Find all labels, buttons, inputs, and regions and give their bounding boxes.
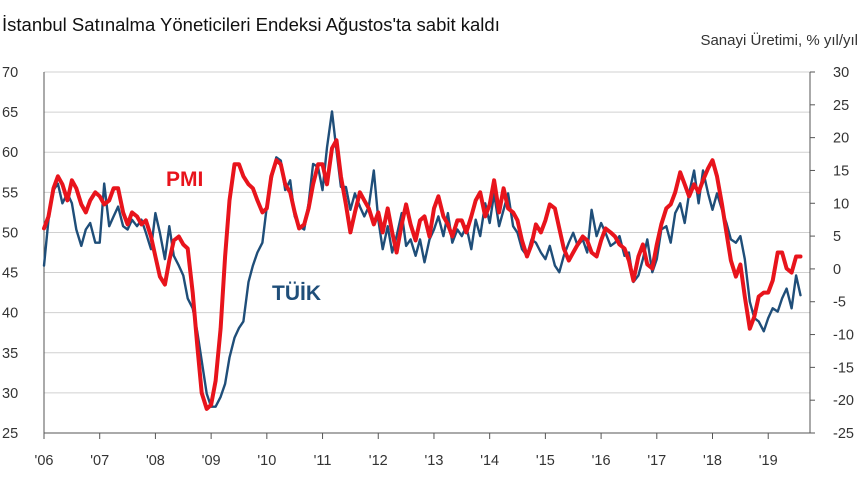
right-tick-10: 10 bbox=[833, 196, 849, 212]
x-tick-6: '12 bbox=[369, 453, 388, 469]
left-tick-40: 40 bbox=[2, 306, 18, 322]
right-tick--25: -25 bbox=[833, 426, 854, 442]
x-tick-7: '13 bbox=[425, 453, 444, 469]
series-lines bbox=[42, 110, 803, 411]
series-line-pmi bbox=[42, 138, 803, 411]
series-line-tuik bbox=[42, 110, 802, 408]
left-tick-35: 35 bbox=[2, 346, 18, 362]
x-tick-8: '14 bbox=[480, 453, 499, 469]
x-tick-2: '08 bbox=[146, 453, 165, 469]
x-tick-11: '17 bbox=[647, 453, 666, 469]
tuik-series-label: TÜİK bbox=[272, 282, 321, 305]
left-tick-70: 70 bbox=[2, 65, 18, 81]
right-tick-0: 0 bbox=[833, 262, 841, 278]
left-tick-50: 50 bbox=[2, 225, 18, 241]
right-tick-15: 15 bbox=[833, 163, 849, 179]
right-tick-25: 25 bbox=[833, 98, 849, 114]
right-tick--15: -15 bbox=[833, 360, 854, 376]
left-tick-30: 30 bbox=[2, 386, 18, 402]
axes bbox=[43, 71, 815, 439]
x-tick-10: '16 bbox=[592, 453, 611, 469]
x-tick-0: '06 bbox=[35, 453, 54, 469]
left-tick-65: 65 bbox=[2, 105, 18, 121]
right-tick--10: -10 bbox=[833, 328, 854, 344]
x-tick-13: '19 bbox=[759, 453, 778, 469]
left-tick-55: 55 bbox=[2, 185, 18, 201]
right-tick-5: 5 bbox=[833, 229, 841, 245]
left-tick-60: 60 bbox=[2, 145, 18, 161]
left-tick-45: 45 bbox=[2, 266, 18, 282]
right-axis-label: Sanayi Üretimi, % yıl/yıl bbox=[700, 32, 858, 49]
right-tick--20: -20 bbox=[833, 393, 854, 409]
x-tick-5: '11 bbox=[314, 453, 332, 469]
pmi-series-label: PMI bbox=[166, 168, 203, 191]
chart-title: İstanbul Satınalma Yöneticileri Endeksi … bbox=[2, 14, 500, 35]
x-tick-4: '10 bbox=[257, 453, 276, 469]
left-tick-25: 25 bbox=[2, 426, 18, 442]
x-tick-12: '18 bbox=[703, 453, 722, 469]
gridlines bbox=[44, 71, 810, 394]
right-tick--5: -5 bbox=[833, 295, 846, 311]
x-tick-1: '07 bbox=[90, 453, 109, 469]
x-tick-9: '15 bbox=[536, 453, 555, 469]
x-tick-3: '09 bbox=[202, 453, 221, 469]
right-tick-20: 20 bbox=[833, 131, 849, 147]
right-tick-30: 30 bbox=[833, 65, 849, 81]
tick-labels: 25 30 35 40 45 50 55 60 65 70 -25 -20 -15 -10 -5 0 5 10 15… bbox=[2, 65, 854, 469]
